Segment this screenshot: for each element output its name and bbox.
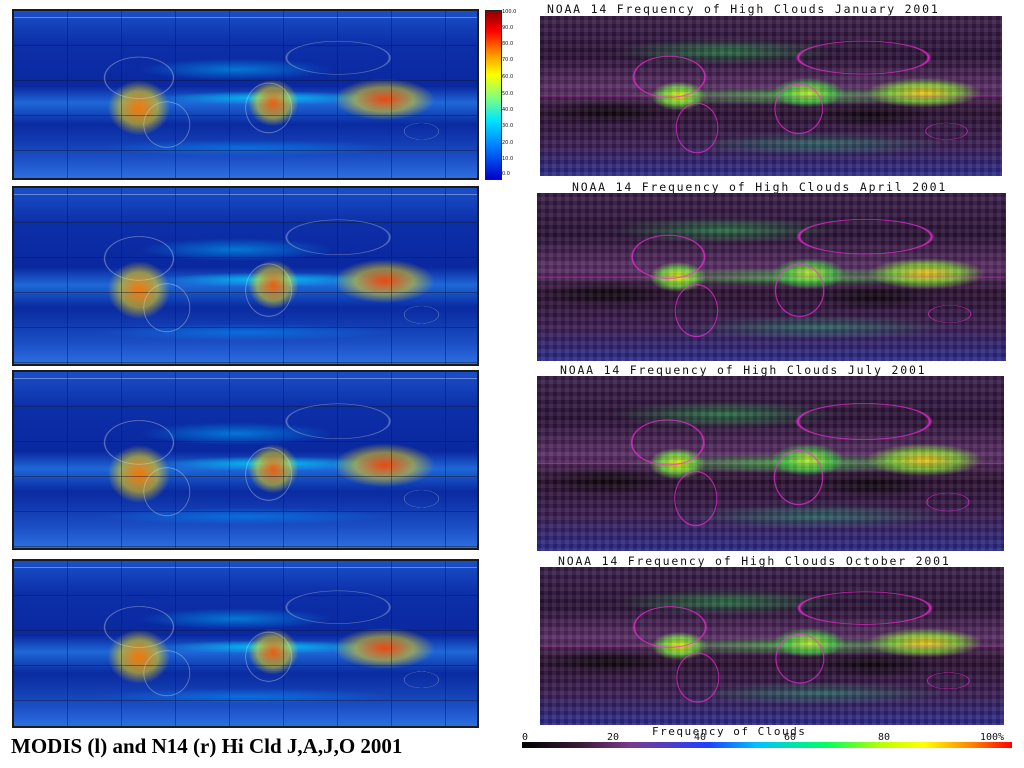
map-gridlines [14,372,477,548]
coastlines [540,567,1004,725]
scale-tick: 0 [522,732,529,743]
noaa-map-january [540,16,1002,176]
noaa-scale-labels: 0 20 40 60 80 100% [522,732,1012,744]
coastlines [537,376,1004,551]
modis-map-october [12,559,479,728]
modis-map-july [12,370,479,550]
colorbar-label: 20.0 [502,140,514,146]
modis-map-april [12,186,479,366]
noaa-map-april [537,193,1006,361]
colorbar-label: 60.0 [502,74,514,80]
longitude-ticks [14,561,477,568]
colorbar-label: 80.0 [502,41,514,47]
noaa-title-october: NOAA 14 Frequency of High Clouds October… [558,554,951,568]
coastlines [540,16,1002,176]
colorbar-label: 70.0 [502,57,514,63]
colorbar-label: 50.0 [502,91,514,97]
noaa-title-july: NOAA 14 Frequency of High Clouds July 20… [560,363,927,377]
noaa-frequency-colorbar [522,742,1012,748]
scale-tick: 40 [694,732,707,743]
colorbar-label: 100.0 [502,9,517,15]
colorbar-label: 30.0 [502,123,514,129]
scale-tick: 60 [784,732,797,743]
colorbar-label: 0.0 [502,171,510,177]
map-gridlines [14,561,477,726]
coastlines [14,561,477,726]
noaa-title-april: NOAA 14 Frequency of High Clouds April 2… [572,180,948,194]
noaa-map-october [540,567,1004,725]
noaa-map-july [537,376,1004,551]
coastlines [14,372,477,548]
scale-tick: 20 [607,732,620,743]
longitude-ticks [14,372,477,379]
noaa-scale-title: Frequency of Clouds [652,725,807,738]
colorbar-label: 10.0 [502,156,514,162]
figure-caption: MODIS (l) and N14 (r) Hi Cld J,A,J,O 200… [11,734,403,758]
colorbar-label: 40.0 [502,107,514,113]
map-gridlines [14,11,477,178]
noaa-title-january: NOAA 14 Frequency of High Clouds January… [547,2,940,16]
colorbar-label: 90.0 [502,25,514,31]
modis-map-january [12,9,479,180]
longitude-ticks [14,188,477,195]
scale-tick: 80 [878,732,891,743]
coastlines [537,193,1006,361]
modis-colorbar [485,10,502,180]
scale-tick: 100% [980,732,1005,743]
coastlines [14,11,477,178]
longitude-ticks [14,11,477,18]
coastlines [14,188,477,364]
modis-colorbar-labels: 100.0 90.0 80.0 70.0 60.0 50.0 40.0 30.0… [502,10,532,178]
map-gridlines [14,188,477,364]
